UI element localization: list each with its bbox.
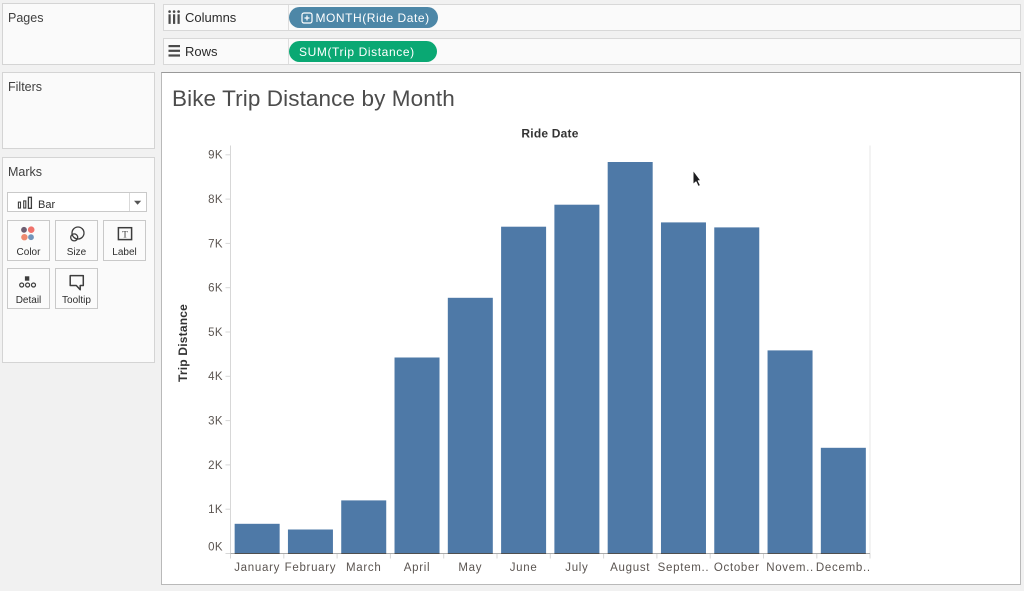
- svg-text:Novem..: Novem..: [766, 562, 814, 574]
- svg-text:October: October: [714, 562, 760, 574]
- svg-text:8K: 8K: [208, 194, 223, 206]
- svg-text:Trip Distance: Trip Distance: [176, 304, 190, 382]
- svg-text:6K: 6K: [208, 283, 223, 295]
- svg-text:1K: 1K: [208, 504, 223, 516]
- svg-text:March: March: [346, 562, 381, 574]
- svg-text:2K: 2K: [208, 460, 223, 472]
- svg-text:February: February: [285, 562, 337, 574]
- svg-text:August: August: [610, 562, 650, 574]
- svg-text:April: April: [404, 562, 431, 574]
- svg-text:3K: 3K: [208, 416, 223, 428]
- svg-text:Decemb..: Decemb..: [816, 562, 871, 574]
- svg-text:June: June: [510, 562, 538, 574]
- svg-text:Ride Date: Ride Date: [521, 127, 578, 141]
- svg-text:Septem..: Septem..: [658, 562, 710, 574]
- svg-text:T: T: [122, 230, 128, 240]
- svg-text:9K: 9K: [208, 150, 223, 162]
- svg-text:4K: 4K: [208, 371, 223, 383]
- svg-text:Bike Trip Distance by Month: Bike Trip Distance by Month: [172, 86, 455, 111]
- svg-text:Bar: Bar: [38, 199, 55, 211]
- svg-text:May: May: [458, 562, 482, 574]
- svg-text:January: January: [234, 562, 280, 574]
- svg-text:July: July: [565, 562, 588, 574]
- svg-text:5K: 5K: [208, 327, 223, 339]
- svg-text:0K: 0K: [208, 542, 223, 554]
- svg-text:7K: 7K: [208, 238, 223, 250]
